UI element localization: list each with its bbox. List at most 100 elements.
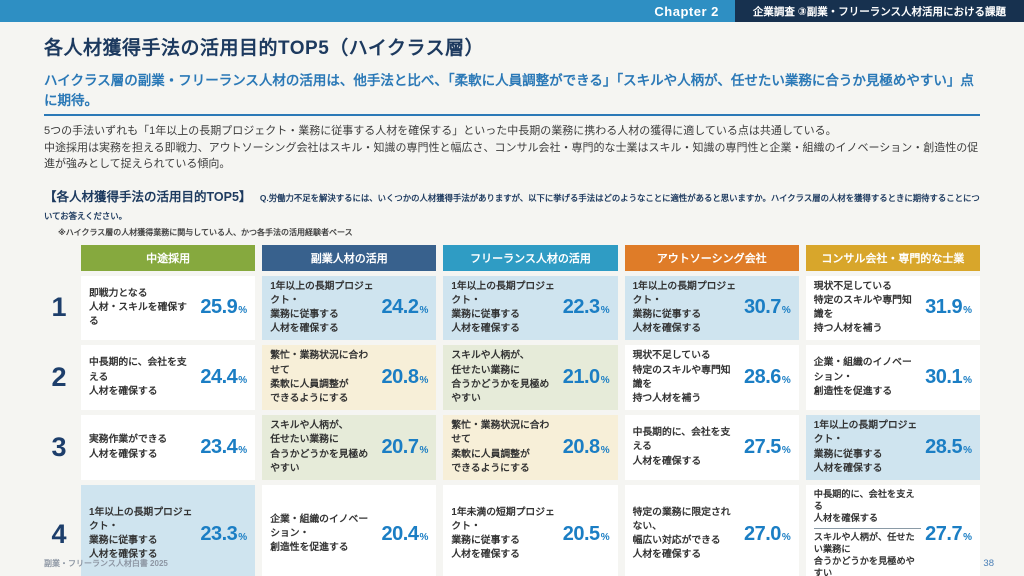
column-header-label: フリーランス人材の活用 [470,252,591,265]
top5-cell: 1年以上の長期プロジェクト・ 業務に従事する 人材を確保する 23.3% [81,484,256,576]
top5-cell: 繁忙・業務状況に合わせて柔軟に人員調整が できるようにする 20.8% [262,345,437,411]
option-text-line: 幅広い対応ができる [632,535,721,547]
percentage-value: 20.8% [562,436,610,459]
percentage-value: 27.7% [925,522,972,545]
option-text-line: スキルや人柄が、任せたい業務に [813,531,915,554]
option-text-line: 創造性を促進する [270,542,349,554]
option-text-line: 人材を確保する [632,323,702,335]
body-line-2: 中途採用は実務を担える即戦力、アウトソーシング会社はスキル・知識の専門性と幅広さ… [44,141,979,171]
option-text-line: 人材を確保する [89,549,158,561]
option-text-line: 持つ人材を補う [813,323,883,335]
top5-cell: 現状不足している 特定のスキルや専門知識を 持つ人材を補う 28.6% [624,345,799,411]
option-text: 1年以上の長期プロジェクト・ 業務に従事する 人材を確保する [451,280,558,337]
top5-cell: 中長期的に、会社を支える 人材を確保する スキルや人柄が、任せたい業務に 合うかどうか… [805,484,980,576]
option-text-line: できるようにする [451,462,530,474]
top5-cell: 1年未満の短期プロジェクト・ 業務に従事する 人材を確保する 20.5% [443,484,618,576]
percentage-value: 30.1% [925,366,972,389]
option-text-line: 企業・組織のイノベーション・ [270,513,369,540]
option-text: 中長期的に、会社を支える人材を確保する [89,356,196,399]
column-header: コンサル会社・専門的な士業 [805,244,980,271]
rank-number: 1 [51,292,67,323]
percentage-value: 22.3% [562,296,610,319]
table-corner [44,245,74,271]
option-text-line: 1年未満の短期プロジェクト・ [451,506,555,533]
option-text-line: 合うかどうかを見極めやすい [813,555,915,576]
option-text: 1年以上の長期プロジェクト・ 業務に従事する 人材を確保する [89,506,196,563]
option-text-line: 業務に従事する [89,535,158,547]
option-text: スキルや人柄が、 任せたい業務に 合うかどうかを見極めやすい [451,349,558,406]
column-header-label: コンサル会社・専門的な士業 [821,252,965,265]
column-header-label: アウトソーシング会社 [656,252,767,265]
top5-cell: 1年以上の長期プロジェクト・ 業務に従事する 人材を確保する 24.2% [262,275,437,341]
top5-cell: 即戦力となる 人材・スキルを確保する 25.9% [81,275,256,341]
option-text-line: できるようにする [270,392,349,404]
option-text-line: 現状不足している [813,280,892,292]
option-text-line: 人材を確保する [632,549,702,561]
top5-cell: 現状不足している 特定のスキルや専門知識を 持つ人材を補う 31.9% [805,275,980,341]
top-bar: Chapter 2 企業調査 ③副業・フリーランス人材活用における課題 [0,0,1024,22]
option-text-line: 人材を確保する [89,385,158,397]
option-text: 1年以上の長期プロジェクト・業務に従事する 人材を確保する [270,280,377,337]
column-header: アウトソーシング会社 [624,244,799,271]
percentage-value: 24.4% [200,366,248,389]
option-text-line: 企業・組織のイノベーション・ [813,357,912,383]
top5-cell: スキルや人柄が、 任せたい業務に 合うかどうかを見極めやすい 20.7% [262,415,437,480]
option-text-line: 柔軟に人員調整が [451,448,530,460]
option-text-line: 中長期的に、会社を支える [89,357,187,383]
column-header: 中途採用 [81,244,256,271]
percentage-value: 28.6% [743,366,791,389]
column-header-label: 中途採用 [146,252,191,265]
percentage-value: 24.2% [381,296,429,319]
page-content: 各人材獲得手法の活用目的TOP5（ハイクラス層） ハイクラス層の副業・フリーラン… [0,22,1024,576]
rank-number: 2 [51,362,67,393]
percentage-value: 31.9% [925,296,972,319]
top5-cell: 企業・組織のイノベーション・ 創造性を促進する 30.1% [805,345,980,411]
option-text: 中長期的に、会社を支える人材を確保する [633,426,740,469]
question-row: 【各人材獲得手法の活用目的TOP5】 Q.労働力不足を解決するには、いくつかの人… [44,186,980,224]
page-footer: 副業・フリーランス人材白書 2025 38 [44,558,994,569]
percentage-value: 25.9% [200,296,248,319]
top5-cell: 1年以上の長期プロジェクト・ 業務に従事する 人材を確保する 28.5% [805,415,980,480]
option-text: 現状不足している特定のスキルや専門知識を持つ人材を補う [814,280,921,337]
top5-ranking-table: 中途採用 副業人材の活用 フリーランス人材の活用 アウトソーシング会社 コンサル会社・専… [44,244,980,576]
option-text: 繁忙・業務状況に合わせて 柔軟に人員調整が できるようにする [451,419,558,476]
top5-cell: 繁忙・業務状況に合わせて 柔軟に人員調整が できるようにする 20.8% [443,415,618,480]
option-text-line: 創造性を促進する [813,385,893,397]
option-text-line: 人材を確保する [270,323,339,335]
section-tag-label: 企業調査 ③副業・フリーランス人材活用における課題 [752,5,1006,18]
option-text-line: 1年以上の長期プロジェクト・ [813,420,918,446]
percentage-value: 20.8% [381,366,429,389]
option-text-line: 業務に従事する [270,308,339,320]
percentage-value: 20.5% [562,522,610,545]
option-text: 企業・組織のイノベーション・創造性を促進する [814,356,921,399]
option-text-line: 1年以上の長期プロジェクト・ [451,280,555,306]
percentage-value: 20.4% [381,522,429,545]
tie-divider [813,527,922,529]
option-text-line: 繁忙・業務状況に合わせて [270,350,369,376]
option-text-line: 人材を確保する [632,455,702,467]
top5-cell: 1年以上の長期プロジェクト・ 業務に従事する 人材を確保する 30.7% [624,275,799,341]
option-text: 企業・組織のイノベーション・創造性を促進する [270,513,377,556]
option-text: 現状不足している 特定のスキルや専門知識を 持つ人材を補う [633,349,740,406]
option-text-line: 業務に従事する [813,448,883,460]
option-text-line: スキルや人柄が、 [270,420,349,432]
document-title-footer: 副業・フリーランス人材白書 2025 [44,559,168,568]
option-text-line: 1年以上の長期プロジェクト・ [632,280,737,306]
option-text-line: 業務に従事する [451,308,520,320]
percentage-value: 27.5% [743,436,791,459]
percentage-value: 27.0% [743,522,791,545]
option-text-line: 業務に従事する [632,308,702,320]
option-text-line: 1年以上の長期プロジェクト・ [270,280,374,306]
top5-cell: 実務作業ができる 人材を確保する 23.4% [81,415,256,480]
top-bar-fill [0,0,654,22]
option-text: 1年以上の長期プロジェクト・ 業務に従事する 人材を確保する [814,419,921,476]
option-text-line: 特定のスキルや専門知識を [813,294,912,320]
section-label: 【各人材獲得手法の活用目的TOP5】 [44,189,252,204]
column-header: フリーランス人材の活用 [443,244,618,271]
option-text-line: 中長期的に、会社を支える [632,427,731,453]
option-text-line: 人材を確保する [89,448,158,460]
option-text-line: 柔軟に人員調整が [270,378,349,390]
option-text-line: 特定の業務に限定されない、 [632,506,731,533]
option-text-line: 人材を確保する [451,549,520,561]
option-text: 1年未満の短期プロジェクト・ 業務に従事する 人材を確保する [451,506,558,563]
